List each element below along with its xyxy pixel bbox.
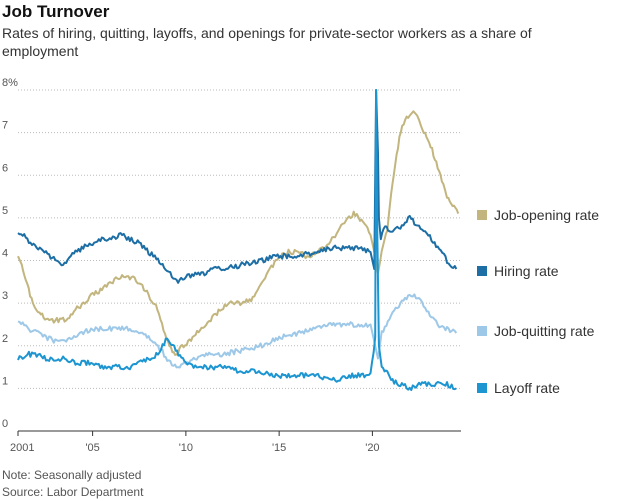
legend-swatch	[477, 326, 487, 336]
legend-label: Layoff rate	[494, 380, 560, 396]
x-tick-label: '10	[179, 442, 193, 454]
legend-label: Hiring rate	[494, 263, 559, 279]
job-opening-rateline	[17, 110, 460, 356]
job-quitting-rateline	[17, 293, 458, 369]
x-tick-label: '20	[365, 442, 379, 454]
x-tick-label: '05	[85, 442, 99, 454]
gridlines	[18, 89, 461, 432]
y-tick-label: 5	[2, 205, 8, 217]
hiring-rateline	[17, 89, 458, 284]
chart-title: Job Turnover	[2, 2, 110, 21]
layoff-rateline	[17, 89, 457, 392]
legend-label: Job-quitting rate	[494, 323, 595, 339]
y-tick-label: 7	[2, 120, 8, 132]
legend-swatch	[477, 210, 487, 220]
chart-subtitle: Rates of hiring, quitting, layoffs, and …	[2, 25, 532, 59]
x-tick-label: '15	[272, 442, 286, 454]
series-lines	[17, 89, 460, 392]
chart-note: Note: Seasonally adjusted	[2, 468, 142, 482]
tick-labels: 0 1 2 3 4 5 6 7 8% 2001 '05 '10 '15 '20	[2, 77, 380, 454]
y-tick-label: 0	[2, 418, 8, 430]
y-tick-label: 6	[2, 162, 8, 174]
y-tick-label: 8%	[2, 77, 18, 89]
y-tick-label: 2	[2, 333, 8, 345]
legend-label: Job-opening rate	[494, 207, 599, 223]
y-tick-label: 4	[2, 248, 8, 260]
legend-swatch	[477, 383, 487, 393]
legend-swatch	[477, 266, 487, 276]
x-tick-label: 2001	[10, 442, 34, 454]
chart-source: Source: Labor Department	[2, 485, 144, 499]
legend: Job-opening rate Hiring rate Job-quitting …	[477, 207, 599, 396]
y-tick-label: 1	[2, 375, 8, 387]
y-tick-label: 3	[2, 290, 8, 302]
